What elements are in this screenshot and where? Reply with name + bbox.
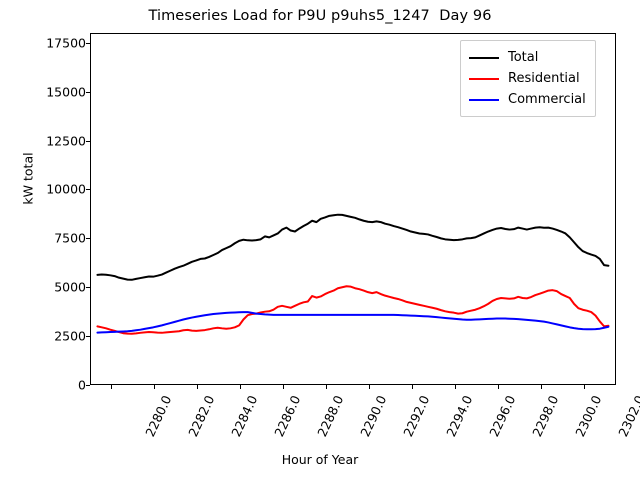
legend-swatch-total	[469, 56, 499, 59]
x-tick-label: 2282.0	[185, 393, 218, 439]
x-tick-label: 2280.0	[142, 393, 175, 439]
x-tick-mark	[111, 385, 113, 389]
legend-label: Total	[508, 50, 539, 65]
y-tick-mark	[86, 385, 90, 386]
legend-label: Residential	[508, 71, 580, 86]
y-tick-label: 0	[78, 377, 86, 393]
x-tick-label: 2300.0	[572, 393, 605, 439]
series-line-total	[96, 213, 610, 281]
legend-item-total[interactable]: Total	[469, 47, 586, 68]
y-tick-label: 17500	[46, 35, 86, 51]
y-tick-mark	[86, 238, 90, 240]
x-tick-label: 2290.0	[357, 393, 390, 439]
x-tick-mark	[540, 385, 542, 389]
chart-legend: Total Residential Commercial	[460, 40, 596, 117]
y-tick-mark	[86, 91, 90, 93]
series-line-commercial	[96, 311, 610, 334]
legend-label: Commercial	[508, 92, 586, 107]
x-tick-mark	[240, 385, 242, 389]
y-tick-label: 10000	[46, 181, 86, 197]
x-tick-mark	[283, 385, 285, 389]
x-tick-label: 2296.0	[486, 393, 519, 439]
series-line-residential	[96, 285, 610, 335]
series-lines	[96, 213, 610, 335]
x-tick-mark	[412, 385, 414, 389]
chart-title: Timeseries Load for P9U p9uhs5_1247 Day …	[148, 8, 492, 24]
y-axis-label: kW total	[20, 152, 36, 205]
x-tick-mark	[197, 385, 199, 389]
y-tick-label: 2500	[54, 328, 86, 344]
y-tick-mark	[86, 287, 90, 289]
y-tick-mark	[86, 189, 90, 191]
y-tick-label: 7500	[54, 230, 86, 246]
x-tick-label: 2284.0	[228, 393, 261, 439]
y-tick-label: 12500	[46, 133, 86, 149]
y-tick-mark	[86, 140, 90, 142]
x-tick-label: 2292.0	[400, 393, 433, 439]
y-axis-tick-labels: 0 2500 5000 7500 10000 12500 15000 17500	[0, 0, 86, 480]
legend-item-residential[interactable]: Residential	[469, 68, 586, 89]
x-tick-label: 2294.0	[443, 393, 476, 439]
x-tick-mark	[326, 385, 328, 389]
x-tick-mark	[154, 385, 156, 389]
y-tick-label: 15000	[46, 84, 86, 100]
x-tick-label: 2302.0	[615, 393, 640, 439]
legend-swatch-commercial	[469, 98, 499, 101]
legend-item-commercial[interactable]: Commercial	[469, 89, 586, 110]
x-tick-label: 2288.0	[314, 393, 347, 439]
plot-area	[90, 33, 616, 385]
x-tick-label: 2298.0	[529, 393, 562, 439]
y-tick-mark	[86, 336, 90, 338]
x-tick-label: 2286.0	[271, 393, 304, 439]
x-tick-mark	[454, 385, 456, 389]
y-tick-mark	[86, 42, 90, 44]
x-axis-label: Hour of Year	[281, 452, 359, 467]
x-tick-mark	[369, 385, 371, 389]
legend-swatch-residential	[469, 77, 499, 80]
y-tick-label: 5000	[54, 279, 86, 295]
x-tick-mark	[497, 385, 499, 389]
x-tick-mark	[583, 385, 585, 389]
